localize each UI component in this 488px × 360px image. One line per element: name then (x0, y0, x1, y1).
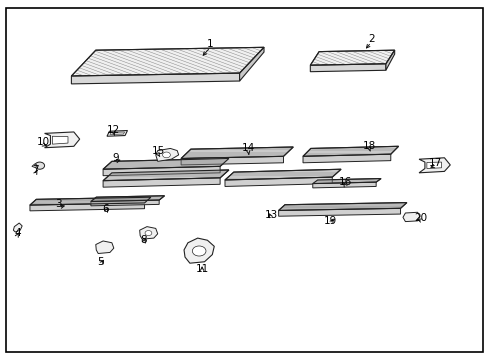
Circle shape (162, 152, 170, 158)
Text: 19: 19 (323, 216, 336, 226)
Polygon shape (239, 47, 264, 81)
Polygon shape (96, 241, 114, 253)
Text: 2: 2 (367, 34, 374, 44)
Text: 12: 12 (107, 125, 120, 135)
Polygon shape (140, 226, 158, 239)
Text: 18: 18 (362, 140, 375, 150)
Polygon shape (103, 158, 228, 169)
Circle shape (35, 162, 44, 169)
Text: 15: 15 (151, 146, 164, 156)
Polygon shape (310, 50, 394, 65)
Text: 11: 11 (195, 264, 208, 274)
Polygon shape (44, 132, 80, 148)
Polygon shape (426, 162, 441, 168)
Text: 16: 16 (338, 177, 351, 187)
Polygon shape (91, 196, 164, 202)
Text: 13: 13 (264, 210, 277, 220)
Text: 6: 6 (102, 204, 109, 214)
Polygon shape (103, 166, 220, 176)
Polygon shape (30, 203, 144, 211)
Polygon shape (278, 208, 400, 216)
Polygon shape (418, 158, 449, 173)
Polygon shape (402, 212, 419, 222)
Polygon shape (183, 238, 214, 263)
Polygon shape (181, 156, 283, 165)
Text: 20: 20 (414, 213, 427, 222)
Polygon shape (312, 182, 375, 188)
Polygon shape (385, 50, 394, 70)
Text: 14: 14 (241, 143, 255, 153)
Text: 3: 3 (55, 199, 61, 210)
Polygon shape (32, 164, 37, 168)
Text: 5: 5 (97, 257, 104, 267)
Polygon shape (103, 178, 220, 187)
Polygon shape (91, 200, 159, 206)
Polygon shape (156, 148, 178, 161)
Polygon shape (110, 132, 124, 134)
Polygon shape (303, 154, 390, 163)
Polygon shape (224, 177, 331, 186)
Polygon shape (71, 47, 264, 76)
Circle shape (192, 246, 205, 256)
Polygon shape (71, 73, 239, 84)
Text: 1: 1 (206, 40, 213, 49)
Circle shape (145, 230, 152, 235)
Text: 4: 4 (14, 228, 20, 238)
Polygon shape (181, 147, 293, 158)
Polygon shape (103, 170, 228, 181)
Text: 9: 9 (112, 153, 119, 163)
Text: 7: 7 (32, 165, 39, 175)
Polygon shape (312, 179, 380, 184)
Polygon shape (310, 64, 385, 72)
Text: 10: 10 (37, 137, 50, 147)
Polygon shape (13, 223, 22, 232)
Polygon shape (52, 136, 68, 144)
Polygon shape (278, 203, 406, 211)
Text: 17: 17 (428, 158, 441, 168)
Polygon shape (224, 169, 340, 180)
Polygon shape (303, 146, 398, 156)
Text: 8: 8 (140, 235, 146, 245)
Polygon shape (30, 197, 151, 205)
Polygon shape (107, 131, 127, 136)
